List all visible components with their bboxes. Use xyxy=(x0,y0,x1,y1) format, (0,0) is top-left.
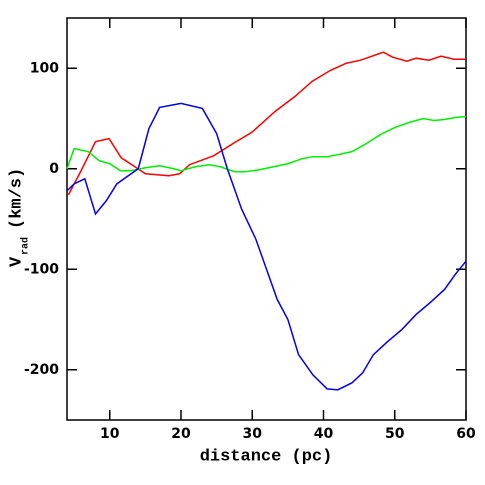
y-tick-label: -200 xyxy=(24,362,59,378)
y-axis-label-unit: (km/s) xyxy=(7,168,26,229)
y-tick-label: -100 xyxy=(24,261,59,277)
x-tick-label: 60 xyxy=(456,426,476,442)
y-tick-label: 100 xyxy=(30,60,59,76)
y-axis-label: V xyxy=(7,256,26,267)
y-axis-label-group: V rad (km/s) xyxy=(7,168,31,267)
x-tick-label: 50 xyxy=(385,426,405,442)
data-line xyxy=(66,102,467,391)
x-tick-label: 10 xyxy=(100,426,120,442)
y-axis-label-sub: rad xyxy=(20,237,32,255)
x-axis-label: distance (pc) xyxy=(200,447,333,466)
x-tick-label: 20 xyxy=(171,426,191,442)
x-tick-label: 30 xyxy=(243,426,263,442)
x-tick-label: 40 xyxy=(314,426,334,442)
y-tick-label: 0 xyxy=(49,161,59,177)
data-line xyxy=(66,115,467,173)
data-line xyxy=(67,51,466,196)
plot-frame xyxy=(66,17,467,421)
